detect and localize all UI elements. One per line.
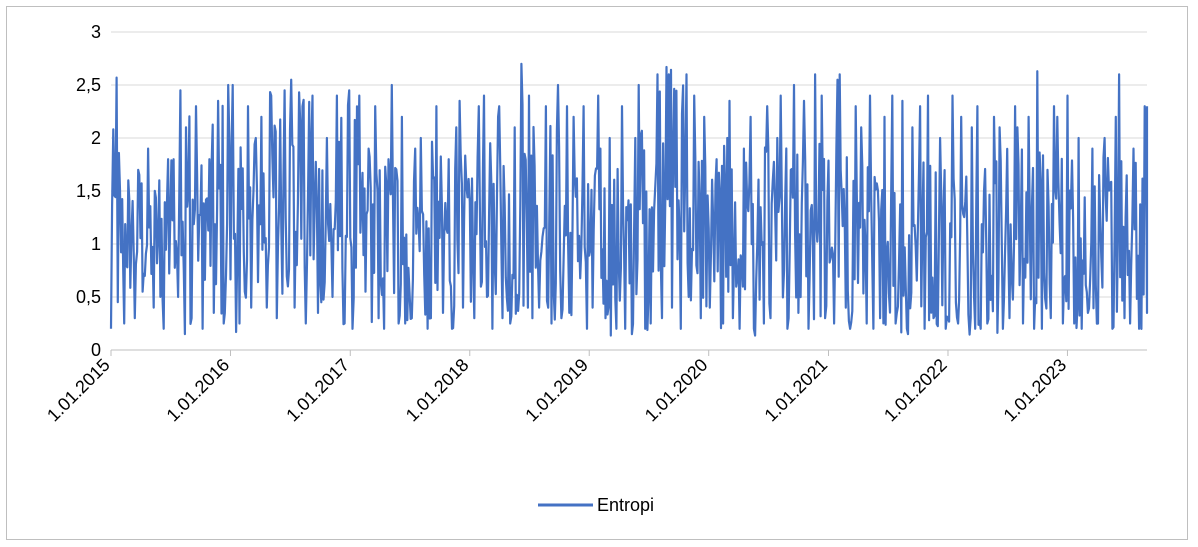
y-tick-label: 2,5	[76, 75, 101, 95]
x-tick-label: 1.01.2019	[521, 355, 592, 426]
series-line-entropi	[109, 62, 1149, 337]
y-tick-label: 1	[91, 234, 101, 254]
x-tick-label: 1.01.2022	[880, 355, 951, 426]
y-tick-label: 1,5	[76, 181, 101, 201]
x-tick-label: 1.01.2016	[163, 355, 234, 426]
chart-container: 0 0,5 1 1,5 2 2,5 3 1.01.2015 1.01.2016 1.01.201…	[6, 6, 1188, 540]
x-tick-label: 1.01.2018	[402, 355, 473, 426]
y-tick-label: 2	[91, 128, 101, 148]
line-chart: 00,511,522,53 1.01.2015 1.01.2016 1.01.201…	[43, 22, 1149, 515]
series-layer	[109, 62, 1149, 337]
legend: Entropi	[538, 495, 654, 515]
x-tick-label: 1.01.2020	[641, 355, 712, 426]
y-tick-labels: 0 0,5 1 1,5 2 2,5 3	[76, 22, 101, 360]
x-tick-label: 1.01.2021	[761, 355, 832, 426]
axes	[110, 349, 1147, 356]
y-tick-label: 3	[91, 22, 101, 42]
legend-label: Entropi	[597, 495, 654, 515]
x-tick-labels: 1.01.2015 1.01.2016 1.01.2017 1.01.2018 1.01…	[43, 355, 1070, 426]
x-tick-label: 1.01.2015	[43, 355, 114, 426]
x-tick-label: 1.01.2023	[1000, 355, 1071, 426]
x-tick-label: 1.01.2017	[282, 355, 353, 426]
y-tick-label: 0	[91, 340, 101, 360]
y-tick-label: 0,5	[76, 287, 101, 307]
